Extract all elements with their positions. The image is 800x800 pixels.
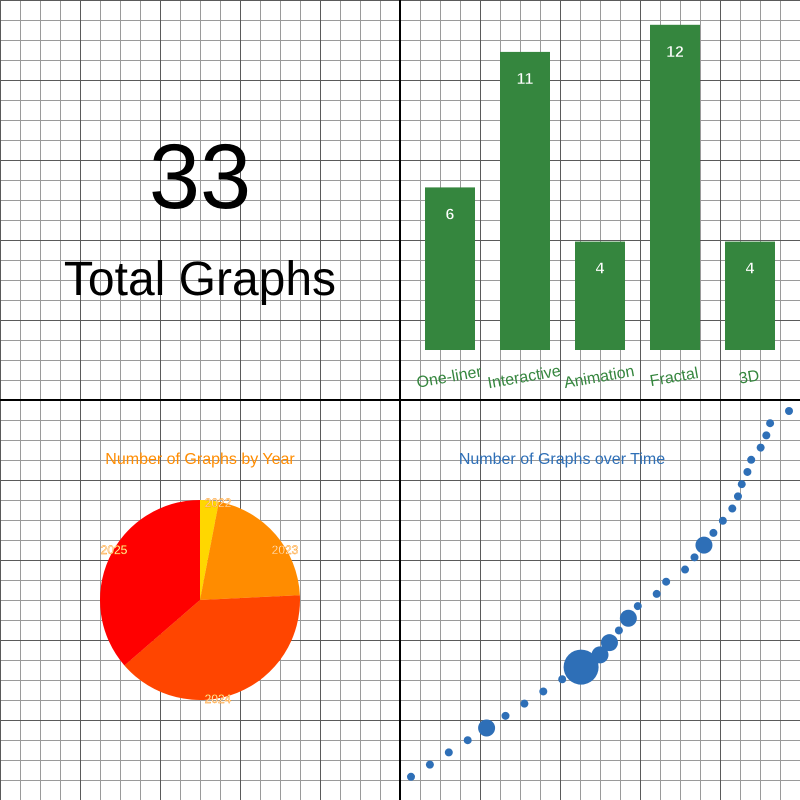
scatter-point: [425, 760, 434, 769]
total-graphs-count: 33: [148, 126, 252, 228]
time-scatter-chart-panel: Number of Graphs over Time: [400, 400, 800, 800]
scatter-point: [633, 602, 642, 611]
bar-category-label: One-liner: [415, 363, 483, 391]
pie-slice-2025: [99, 500, 200, 666]
scatter-point: [619, 609, 637, 627]
bar-3d: [725, 241, 775, 350]
bar-category-label: Fractal: [649, 365, 700, 390]
total-graphs-label: Total Graphs: [63, 253, 337, 306]
bar-value-label: 6: [446, 206, 455, 223]
total-graphs-panel: 33 Total Graphs: [0, 0, 400, 400]
scatter-point: [407, 772, 415, 781]
scatter-point: [478, 719, 496, 737]
year-pie-chart: 2022 2023 2024 2025: [99, 496, 300, 706]
scatter-point: [695, 536, 713, 554]
pie-label-2022: 2022: [205, 496, 232, 510]
pie-label-2025: 2025: [101, 543, 128, 557]
scatter-point: [733, 492, 742, 501]
pie-slice-2024: [124, 595, 300, 700]
scatter-point: [444, 748, 453, 757]
scatter-point: [737, 480, 746, 489]
scatter-point: [756, 443, 765, 452]
pie-slice-2023: [200, 501, 300, 600]
scatter-chart-title: Number of Graphs over Time: [458, 451, 666, 468]
scatter-point: [563, 649, 599, 685]
pie-slice-2022: [200, 500, 219, 600]
bar-animation: [575, 241, 625, 350]
scatter-point: [600, 634, 618, 652]
scatter-point: [766, 419, 775, 428]
scatter-point: [785, 407, 793, 415]
bar-value-label: 4: [746, 261, 755, 278]
bar-one-liner: [425, 187, 475, 350]
category-bar-chart: 6 One-liner 11 Interactive 4 Animation 12 Fract…: [415, 24, 775, 393]
bar-category-label: 3D: [738, 367, 761, 387]
pie-label-2023: 2023: [272, 543, 299, 557]
bar-value-label: 4: [596, 261, 605, 278]
bar-fractal: [650, 24, 700, 351]
scatter-point: [558, 675, 567, 684]
scatter-point: [762, 431, 771, 440]
scatter-point: [591, 646, 609, 664]
scatter-point: [728, 504, 737, 513]
bar-value-label: 12: [666, 44, 684, 61]
bar-interactive: [500, 51, 550, 351]
scatter-point: [539, 687, 548, 696]
scatter-point: [662, 577, 671, 586]
category-bar-chart-panel: 6 One-liner 11 Interactive 4 Animation 12 Fract…: [400, 0, 800, 400]
scatter-point: [681, 565, 690, 574]
scatter-point: [747, 455, 756, 464]
bar-category-label: Interactive: [486, 363, 562, 393]
scatter-point: [652, 589, 661, 598]
bar-category-label: Animation: [563, 363, 636, 392]
pie-label-2024: 2024: [205, 692, 232, 706]
pie-chart-title: Number of Graphs by Year: [105, 451, 295, 468]
scatter-point: [520, 699, 529, 708]
scatter-point: [718, 516, 727, 525]
scatter-point: [614, 626, 623, 635]
year-pie-chart-panel: Number of Graphs by Year 2022 2023 2024 202…: [0, 400, 400, 800]
time-scatter-chart: [407, 407, 793, 781]
scatter-point: [501, 711, 510, 720]
scatter-point: [709, 528, 718, 537]
scatter-point: [743, 467, 752, 476]
scatter-point: [463, 736, 472, 745]
scatter-point: [690, 553, 699, 562]
bar-value-label: 11: [517, 71, 534, 88]
